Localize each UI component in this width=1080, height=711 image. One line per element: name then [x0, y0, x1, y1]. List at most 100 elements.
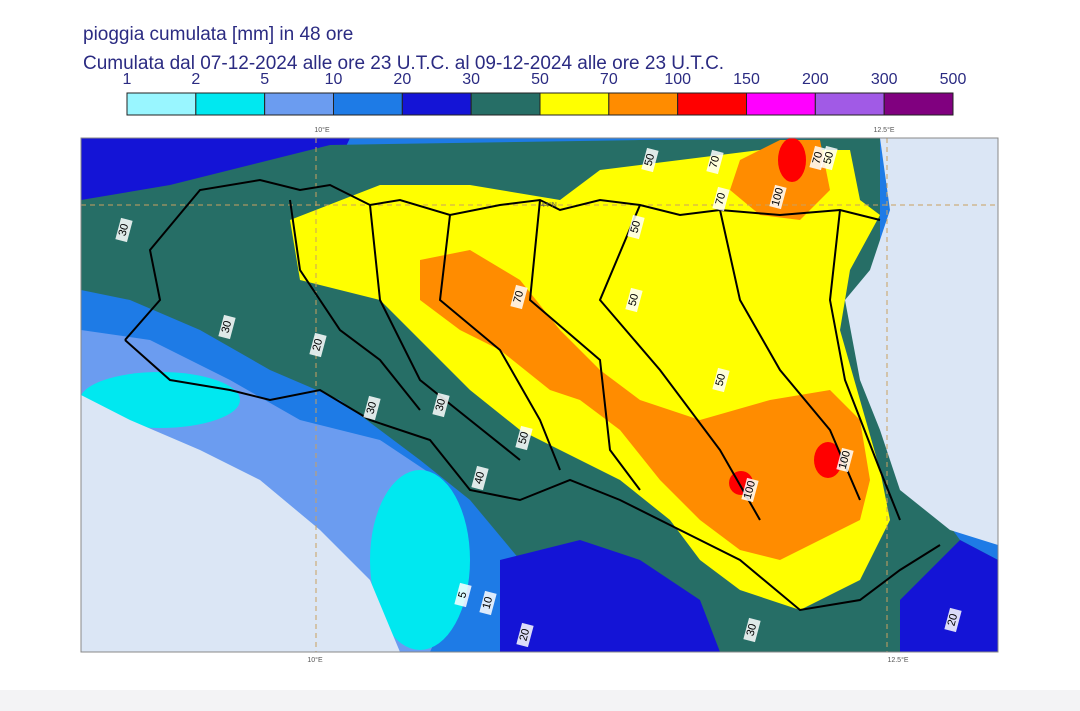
contour-label-text: 70 — [811, 151, 826, 166]
contour-label-text: 100 — [837, 450, 853, 471]
region — [814, 442, 842, 478]
contour-label: 30 — [363, 395, 381, 421]
contour-label: 50 — [515, 425, 533, 451]
contour-label: 20 — [944, 607, 962, 633]
colorbar-label: 2 — [191, 71, 200, 88]
contour-label: 30 — [743, 617, 761, 643]
contour-label: 5 — [454, 582, 472, 608]
contour-label: 40 — [471, 465, 489, 491]
contour-label-bg — [706, 149, 724, 175]
contour-label: 30 — [115, 217, 133, 243]
contour-label-text: 70 — [512, 290, 527, 305]
colorbar-swatch — [333, 92, 403, 116]
contour-label-bg — [515, 425, 533, 451]
contour-label-text: 20 — [311, 338, 326, 353]
boundary — [124, 178, 881, 341]
contour-label-text: 30 — [220, 320, 235, 335]
colorbar-swatch — [677, 92, 748, 116]
contour-label: 70 — [510, 284, 528, 310]
colorbar-label: 1 — [123, 71, 132, 88]
colorbar-swatch — [608, 92, 679, 116]
colorbar-label: 30 — [462, 71, 480, 88]
contour-label-text: 70 — [708, 155, 723, 170]
colorbar-swatch — [401, 92, 472, 116]
contour-label-bg — [944, 607, 962, 633]
contour-label-text: 30 — [434, 398, 449, 413]
colorbar-label: 5 — [260, 71, 269, 88]
contour-label-text: 5 — [456, 590, 469, 599]
lon-label: 10°E — [307, 656, 323, 664]
colorbar-swatch — [883, 92, 954, 116]
contour-label: 50 — [625, 287, 643, 313]
contour-label: 100 — [769, 184, 787, 210]
contour-label-bg — [471, 465, 489, 491]
contour-label-bg — [432, 392, 450, 418]
contour-label-bg — [836, 447, 854, 473]
lon-label: 12.5°E — [887, 656, 908, 664]
contour-label-bg — [743, 617, 761, 643]
contour-label-bg — [820, 145, 838, 171]
colorbar-swatch — [470, 92, 541, 116]
contour-label: 70 — [712, 186, 730, 212]
contour-label: 50 — [641, 147, 659, 173]
contour-label-bg — [454, 582, 472, 608]
contour-label-text: 30 — [745, 623, 760, 638]
colorbar-label: 300 — [871, 71, 898, 88]
boundary — [528, 199, 641, 491]
contour-label-bg — [741, 477, 759, 503]
contour-label-text: 20 — [518, 628, 533, 643]
colorbar-swatch — [195, 92, 266, 116]
colorbar-label: 200 — [802, 71, 829, 88]
colorbar-label: 70 — [600, 71, 618, 88]
boundary — [289, 199, 421, 411]
contour-label-bg — [479, 590, 497, 616]
contour-label: 30 — [432, 392, 450, 418]
map-frame — [80, 137, 999, 653]
contour-label: 50 — [820, 145, 838, 171]
boundaries — [124, 178, 941, 612]
contour-label-text: 50 — [643, 153, 658, 168]
bottom-strip — [0, 690, 1080, 711]
colorbar-label: 10 — [325, 71, 343, 88]
boundary — [369, 204, 521, 461]
contour-label-bg — [627, 214, 645, 240]
contour-label-bg — [712, 367, 730, 393]
colorbar-swatch — [539, 92, 610, 116]
contour-label-text: 50 — [629, 220, 644, 235]
contour-label: 20 — [516, 622, 534, 648]
boundary — [598, 204, 761, 521]
contour-label-bg — [115, 217, 133, 243]
region — [778, 138, 806, 182]
region — [370, 470, 470, 650]
contour-label-text: 20 — [946, 613, 961, 628]
boundary — [438, 214, 561, 471]
subtitle: Cumulata dal 07-12-2024 alle ore 23 U.T.… — [83, 53, 724, 74]
contour-label-bg — [516, 622, 534, 648]
sea — [81, 395, 400, 652]
contour-label-text: 50 — [822, 151, 837, 166]
contour-label-bg — [510, 284, 528, 310]
contour-label-text: 30 — [117, 223, 132, 238]
contour-label-text: 30 — [365, 401, 380, 416]
contour-label: 20 — [309, 332, 327, 358]
contour-label-text: 50 — [627, 293, 642, 308]
boundary — [124, 339, 941, 612]
colorbar-swatch — [746, 92, 816, 116]
contour-label-text: 50 — [714, 373, 729, 388]
lat-label: 44°N — [541, 201, 557, 209]
colorbar-label: 150 — [733, 71, 760, 88]
colorbar-label: 50 — [531, 71, 549, 88]
colorbar-swatch — [264, 92, 334, 116]
boundary — [828, 209, 901, 521]
colorbar-swatch — [126, 92, 197, 116]
contour-label: 70 — [706, 149, 724, 175]
contour-label: 100 — [741, 477, 759, 503]
contour-label: 50 — [712, 367, 730, 393]
lon-label: 12.5°E — [873, 126, 894, 134]
contour-label-bg — [218, 314, 236, 340]
contour-label-bg — [625, 287, 643, 313]
contour-label: 50 — [627, 214, 645, 240]
region — [500, 540, 720, 652]
